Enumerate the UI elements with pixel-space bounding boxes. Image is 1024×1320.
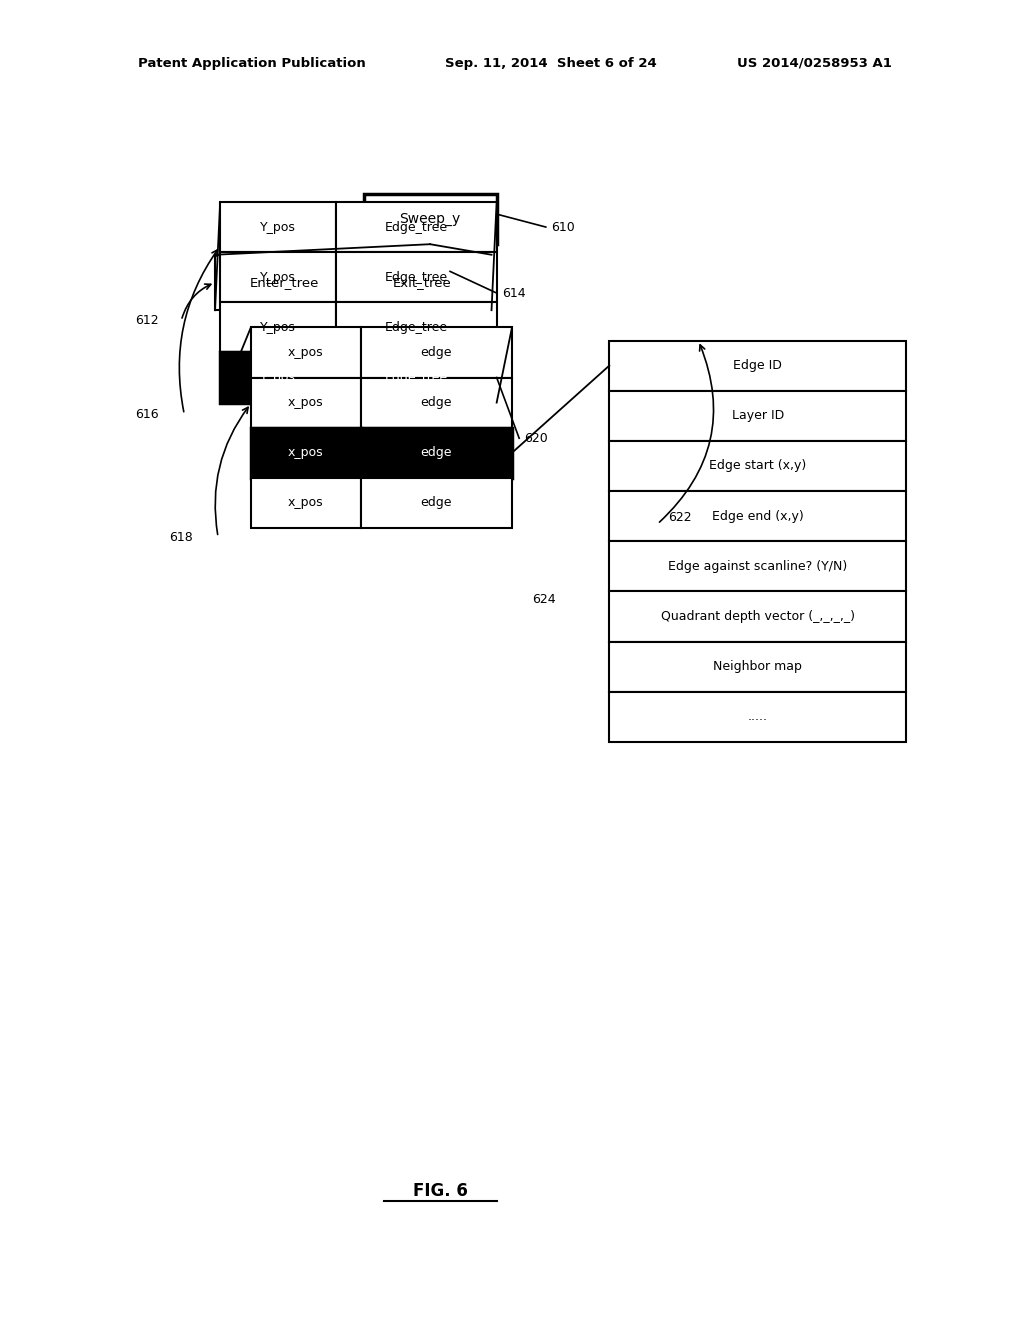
Text: Edge_tree: Edge_tree (385, 220, 449, 234)
Text: 624: 624 (532, 593, 556, 606)
Text: 622: 622 (668, 511, 691, 524)
FancyBboxPatch shape (609, 491, 906, 541)
Text: Y_pos: Y_pos (260, 321, 296, 334)
Text: Edge_tree: Edge_tree (385, 271, 449, 284)
Text: Edge_tree: Edge_tree (385, 371, 449, 384)
Text: Y_pos: Y_pos (260, 271, 296, 284)
Text: Y_pos: Y_pos (260, 371, 296, 384)
Text: Edge ID: Edge ID (733, 359, 782, 372)
Text: x_pos: x_pos (288, 446, 324, 459)
FancyBboxPatch shape (364, 194, 497, 244)
Text: 618: 618 (169, 531, 193, 544)
Text: edge: edge (421, 446, 452, 459)
FancyBboxPatch shape (360, 378, 512, 428)
Text: 620: 620 (524, 432, 548, 445)
Text: 616: 616 (135, 408, 159, 421)
FancyBboxPatch shape (220, 352, 336, 403)
Text: Sweep_y: Sweep_y (399, 213, 461, 226)
FancyBboxPatch shape (360, 327, 512, 378)
FancyBboxPatch shape (609, 341, 906, 391)
Text: 610: 610 (551, 220, 574, 234)
FancyBboxPatch shape (336, 352, 497, 403)
Text: Edge start (x,y): Edge start (x,y) (710, 459, 806, 473)
Text: Sep. 11, 2014  Sheet 6 of 24: Sep. 11, 2014 Sheet 6 of 24 (445, 57, 657, 70)
FancyBboxPatch shape (251, 478, 360, 528)
Text: Neighbor map: Neighbor map (714, 660, 802, 673)
Text: 614: 614 (502, 286, 525, 300)
FancyBboxPatch shape (609, 441, 906, 491)
FancyBboxPatch shape (251, 428, 360, 478)
FancyBboxPatch shape (220, 302, 336, 352)
FancyBboxPatch shape (360, 478, 512, 528)
FancyBboxPatch shape (609, 541, 906, 591)
FancyBboxPatch shape (251, 327, 360, 378)
FancyBboxPatch shape (609, 391, 906, 441)
Text: Edge_tree: Edge_tree (385, 321, 449, 334)
Text: x_pos: x_pos (288, 396, 324, 409)
Text: Exit_tree: Exit_tree (393, 276, 452, 289)
FancyBboxPatch shape (336, 202, 497, 252)
Text: x_pos: x_pos (288, 496, 324, 510)
Text: Y_pos: Y_pos (260, 220, 296, 234)
Text: edge: edge (421, 396, 452, 409)
FancyBboxPatch shape (336, 302, 497, 352)
Text: edge: edge (421, 496, 452, 510)
FancyBboxPatch shape (251, 378, 360, 428)
Text: FIG. 6: FIG. 6 (413, 1181, 468, 1200)
Text: edge: edge (421, 346, 452, 359)
Text: Edge end (x,y): Edge end (x,y) (712, 510, 804, 523)
FancyBboxPatch shape (609, 692, 906, 742)
Text: x_pos: x_pos (288, 346, 324, 359)
FancyBboxPatch shape (609, 642, 906, 692)
FancyBboxPatch shape (609, 591, 906, 642)
Text: Patent Application Publication: Patent Application Publication (138, 57, 366, 70)
FancyBboxPatch shape (336, 252, 497, 302)
Text: .....: ..... (748, 710, 768, 723)
FancyBboxPatch shape (353, 255, 492, 310)
FancyBboxPatch shape (220, 202, 336, 252)
Text: Layer ID: Layer ID (731, 409, 784, 422)
Text: US 2014/0258953 A1: US 2014/0258953 A1 (737, 57, 892, 70)
FancyBboxPatch shape (220, 252, 336, 302)
Text: Edge against scanline? (Y/N): Edge against scanline? (Y/N) (668, 560, 848, 573)
FancyBboxPatch shape (215, 255, 353, 310)
Text: 612: 612 (135, 314, 159, 327)
Text: Quadrant depth vector (_,_,_,_): Quadrant depth vector (_,_,_,_) (660, 610, 855, 623)
FancyBboxPatch shape (360, 428, 512, 478)
Text: Enter_tree: Enter_tree (250, 276, 318, 289)
